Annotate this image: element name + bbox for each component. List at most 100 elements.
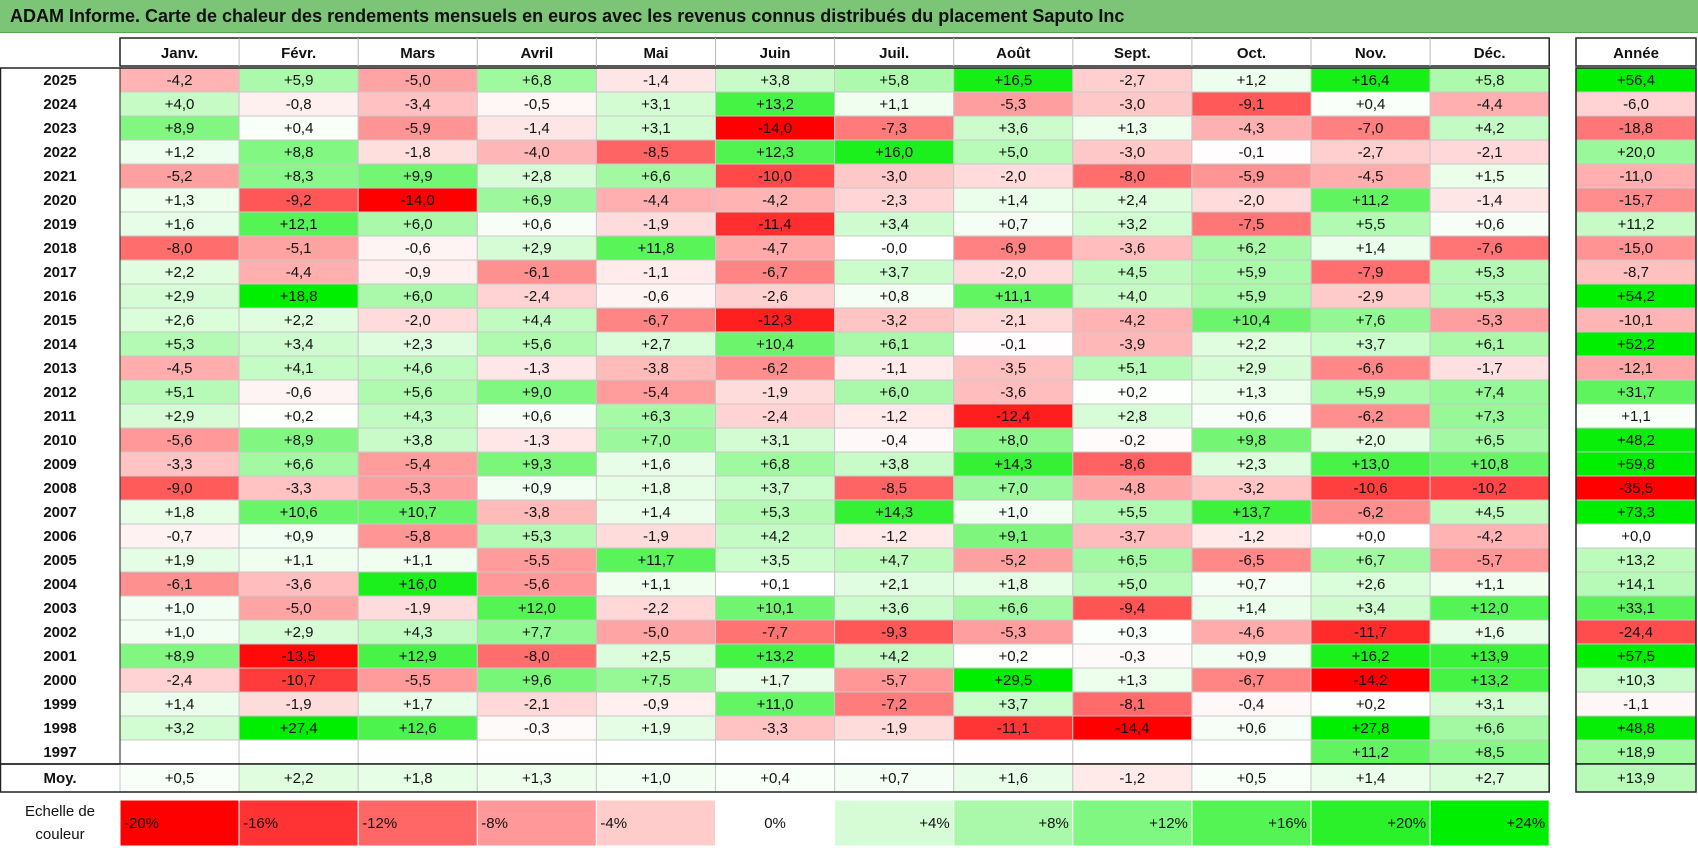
- heatmap-cell: [1191, 691, 1312, 717]
- cell-value: +0,8: [879, 288, 909, 305]
- heatmap-cell: [357, 595, 478, 621]
- cell-value: +0,7: [998, 216, 1028, 233]
- heatmap-cell: [1429, 427, 1550, 453]
- cell-value: +2,3: [403, 336, 433, 353]
- average-cell: [834, 763, 955, 793]
- cell-value: +1,0: [165, 600, 195, 617]
- cell-value: +3,7: [760, 480, 790, 497]
- heatmap-cell: [357, 187, 478, 213]
- cell-value: +4,0: [1118, 288, 1148, 305]
- heatmap-cell: [834, 451, 955, 477]
- cell-value: -3,5: [1000, 360, 1026, 377]
- cell-value: -5,0: [405, 72, 431, 89]
- heatmap-cell: [953, 691, 1074, 717]
- cell-value: +2,9: [165, 288, 195, 305]
- heatmap-cell: [1429, 331, 1550, 357]
- year-label: 2020: [43, 192, 76, 209]
- cell-value: +12,3: [756, 144, 794, 161]
- cell-value: +12,0: [518, 600, 556, 617]
- cell-value: -14,0: [758, 120, 792, 137]
- color-scale-swatch: [1429, 799, 1550, 847]
- heatmap-cell: [953, 67, 1074, 93]
- cell-value: -8,1: [1119, 696, 1145, 713]
- cell-value: -9,4: [1119, 600, 1145, 617]
- cell-value: -6,1: [524, 264, 550, 281]
- cell-value: -2,7: [1358, 144, 1384, 161]
- annual-value: +1,1: [1621, 408, 1651, 425]
- cell-value: +1,3: [165, 192, 195, 209]
- cell-value: +6,6: [284, 456, 314, 473]
- cell-value: +6,0: [403, 288, 433, 305]
- heatmap-cell: [1429, 67, 1550, 93]
- heatmap-cell: [238, 259, 359, 285]
- heatmap-cell: [715, 643, 836, 669]
- cell-value: +1,8: [165, 504, 195, 521]
- year-label: 2004: [43, 576, 77, 593]
- heatmap-cell: [595, 235, 717, 261]
- cell-value: +1,1: [403, 552, 433, 569]
- cell-value: +6,6: [1475, 720, 1505, 737]
- cell-value: -5,2: [167, 168, 193, 185]
- color-scale-swatch: [119, 799, 240, 847]
- heatmap-cell: [834, 619, 955, 645]
- cell-value: +4,1: [284, 360, 314, 377]
- year-label: 2003: [43, 600, 76, 617]
- cell-value: +2,7: [641, 336, 671, 353]
- cell-value: +1,1: [641, 576, 671, 593]
- cell-value: -2,2: [643, 600, 669, 617]
- heatmap-cell: [1191, 571, 1312, 597]
- cell-value: +12,9: [399, 648, 437, 665]
- heatmap-cell: [595, 715, 717, 741]
- year-label: 2010: [43, 432, 76, 449]
- cell-value: -2,0: [1239, 192, 1265, 209]
- cell-value: +6,8: [760, 456, 790, 473]
- cell-value: +11,2: [1352, 192, 1389, 209]
- color-scale-swatch: [1191, 799, 1312, 847]
- cell-value: -3,7: [1119, 528, 1145, 545]
- heatmap-cell: [834, 91, 955, 117]
- heatmap-cell: [1072, 427, 1193, 453]
- annual-cell: [1575, 403, 1697, 429]
- heatmap-cell: [834, 163, 955, 189]
- annual-value: +18,9: [1617, 744, 1655, 761]
- cell-value: -9,3: [881, 624, 907, 641]
- cell-value: +4,2: [760, 528, 790, 545]
- heatmap-cell: [238, 379, 359, 405]
- heatmap-cell: [834, 307, 955, 333]
- heatmap-cell: [1072, 307, 1193, 333]
- year-label: 2016: [43, 288, 76, 305]
- cell-value: +1,3: [1237, 384, 1267, 401]
- heatmap-cell: [595, 163, 717, 189]
- heatmap-cell: [476, 595, 597, 621]
- cell-value: +0,6: [522, 216, 552, 233]
- cell-value: +6,7: [1356, 552, 1386, 569]
- heatmap-cell: [476, 667, 597, 693]
- year-label: 2008: [43, 480, 76, 497]
- cell-value: -4,4: [1477, 96, 1503, 113]
- color-scale-stop: +20%: [1387, 815, 1426, 832]
- heatmap-cell: [953, 307, 1074, 333]
- cell-value: -1,1: [643, 264, 669, 281]
- cell-value: +3,8: [760, 72, 790, 89]
- heatmap-cell: [1429, 643, 1550, 669]
- heatmap-cell: [1191, 331, 1312, 357]
- cell-value: -14,0: [401, 192, 435, 209]
- average-value: +1,0: [641, 770, 671, 787]
- cell-value: -5,5: [405, 672, 431, 689]
- cell-value: -1,9: [405, 600, 431, 617]
- cell-value: +8,5: [1475, 744, 1505, 761]
- heatmap-cell: [1310, 91, 1431, 117]
- month-header: Sept.: [1114, 45, 1151, 62]
- cell-value: +6,3: [641, 408, 671, 425]
- cell-value: -1,3: [524, 432, 550, 449]
- cell-value: +5,3: [1475, 288, 1505, 305]
- heatmap-cell: [357, 211, 478, 237]
- cell-value: -4,2: [1477, 528, 1503, 545]
- cell-value: -5,2: [1000, 552, 1026, 569]
- heatmap-cell: [476, 283, 597, 309]
- heatmap-cell: [476, 739, 597, 765]
- annual-value: -12,1: [1619, 360, 1653, 377]
- cell-value: +1,4: [998, 192, 1028, 209]
- heatmap-cell: [238, 595, 359, 621]
- cell-value: +16,2: [1352, 648, 1390, 665]
